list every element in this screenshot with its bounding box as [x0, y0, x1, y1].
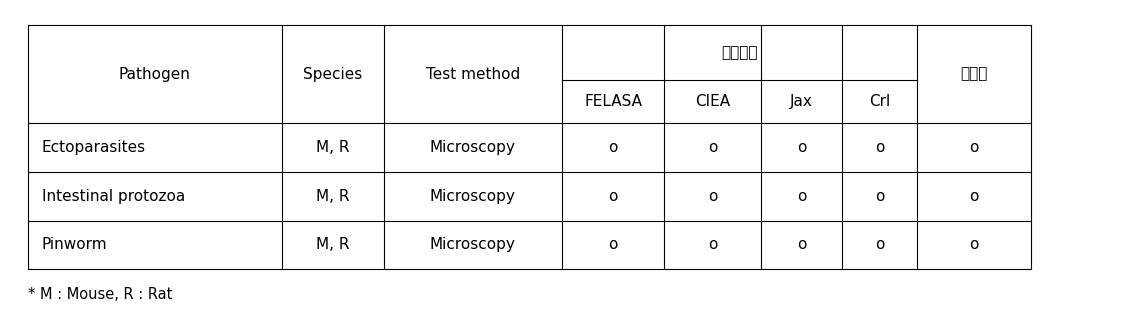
Text: o: o	[608, 238, 618, 252]
Text: Species: Species	[303, 66, 362, 82]
Text: o: o	[797, 189, 806, 203]
Text: o: o	[875, 140, 884, 155]
Text: Pathogen: Pathogen	[119, 66, 191, 82]
Text: Microscopy: Microscopy	[430, 189, 516, 203]
Text: Jax: Jax	[791, 94, 813, 109]
Text: o: o	[969, 189, 978, 203]
Text: o: o	[708, 238, 717, 252]
Text: o: o	[608, 189, 618, 203]
Text: o: o	[875, 189, 884, 203]
Text: Crl: Crl	[869, 94, 890, 109]
Text: Ectoparasites: Ectoparasites	[42, 140, 146, 155]
Text: Microscopy: Microscopy	[430, 140, 516, 155]
Text: o: o	[969, 140, 978, 155]
Text: o: o	[797, 238, 806, 252]
Text: o: o	[708, 140, 717, 155]
Text: M, R: M, R	[316, 140, 349, 155]
Text: * M : Mouse, R : Rat: * M : Mouse, R : Rat	[28, 287, 173, 302]
Text: o: o	[608, 140, 618, 155]
Text: 등줄쥐: 등줄쥐	[960, 66, 987, 82]
Text: o: o	[875, 238, 884, 252]
Text: o: o	[797, 140, 806, 155]
Text: 검사여부: 검사여부	[722, 45, 758, 60]
Text: FELASA: FELASA	[584, 94, 642, 109]
Text: CIEA: CIEA	[696, 94, 731, 109]
Text: o: o	[708, 189, 717, 203]
Text: Pinworm: Pinworm	[42, 238, 107, 252]
Text: M, R: M, R	[316, 238, 349, 252]
Text: Test method: Test method	[425, 66, 520, 82]
Text: o: o	[969, 238, 978, 252]
Text: Intestinal protozoa: Intestinal protozoa	[42, 189, 185, 203]
Text: M, R: M, R	[316, 189, 349, 203]
Text: Microscopy: Microscopy	[430, 238, 516, 252]
